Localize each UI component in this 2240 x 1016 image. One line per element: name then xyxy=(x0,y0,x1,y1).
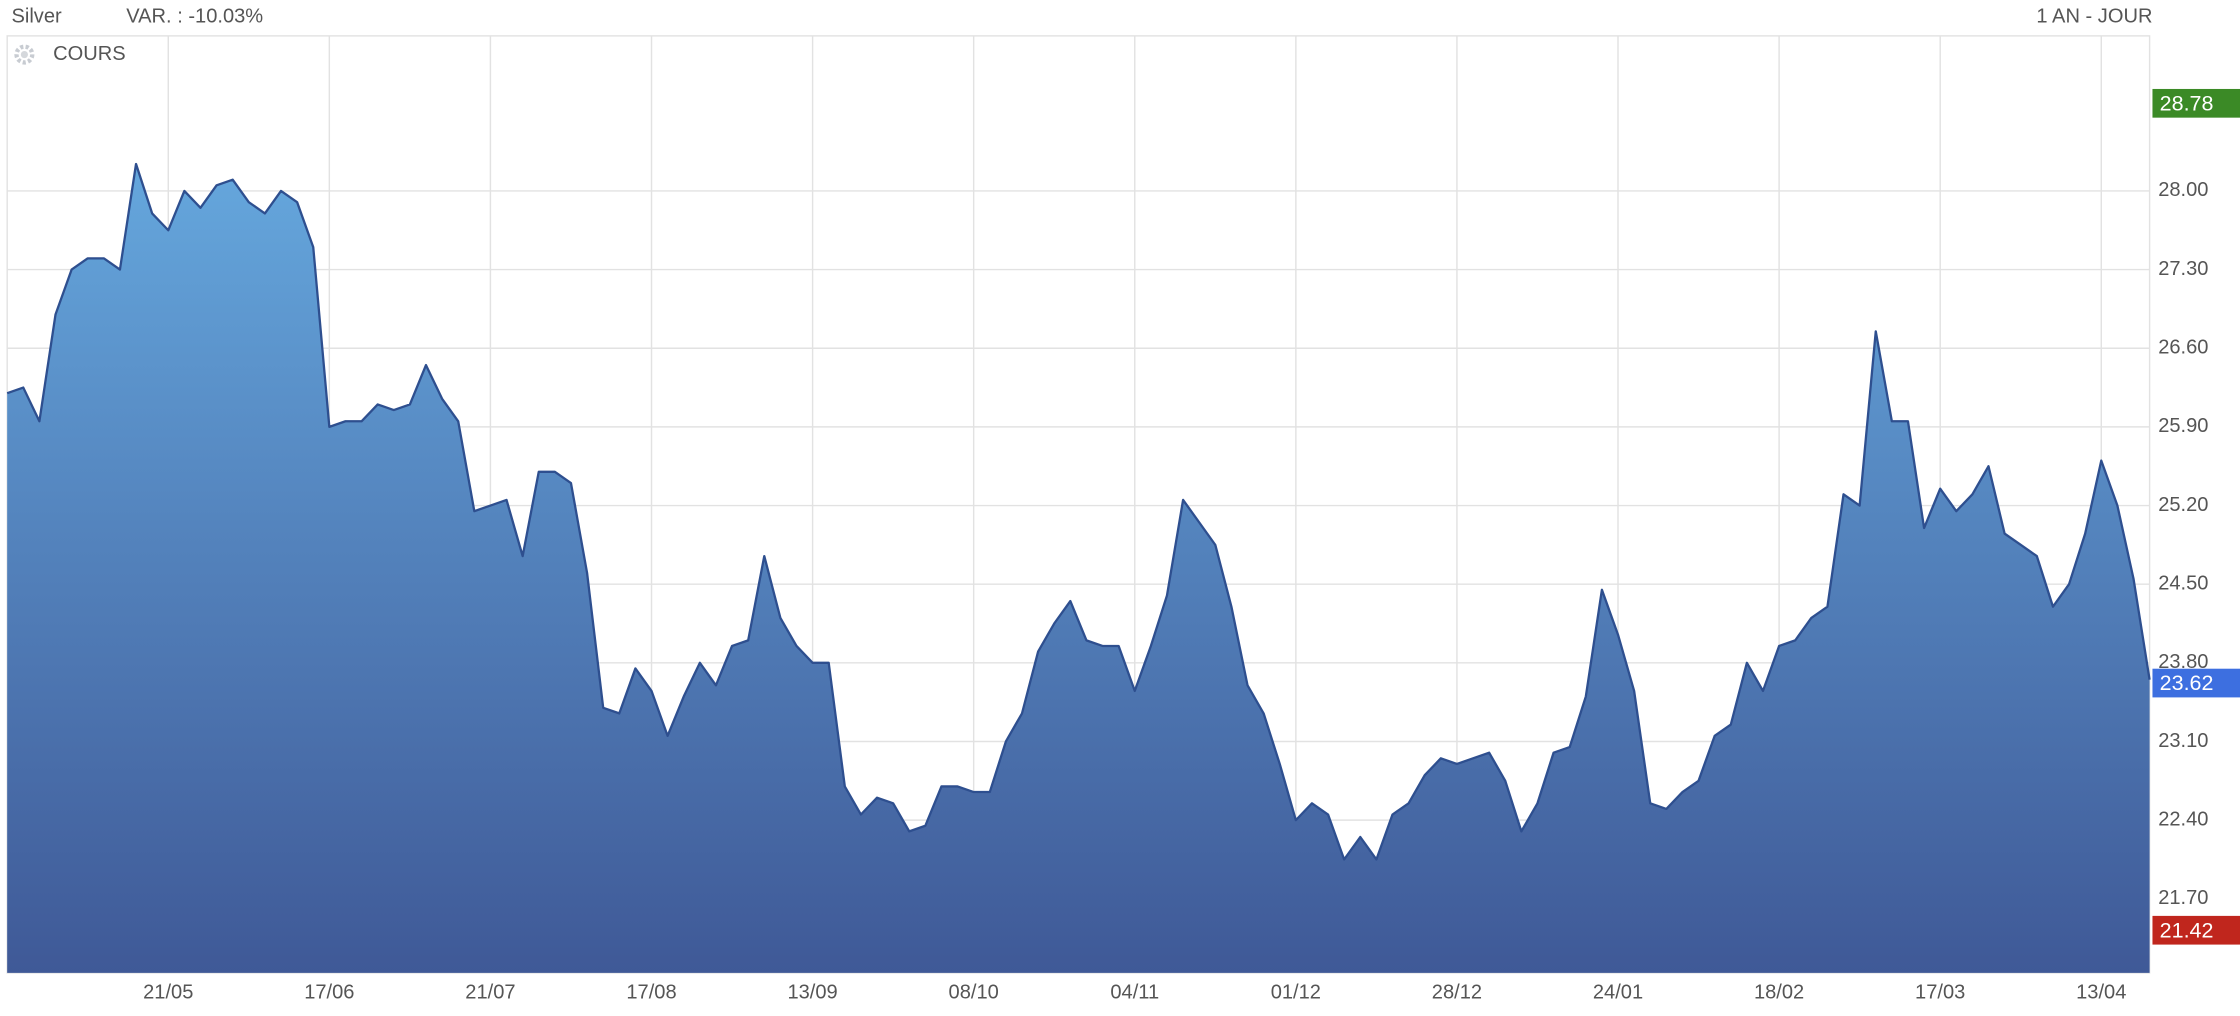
price-line xyxy=(6,162,2151,861)
x-tick-label: 13/04 xyxy=(2076,981,2126,1003)
price-marker-label: 21.42 xyxy=(2160,918,2214,942)
x-tick-label: 21/07 xyxy=(465,981,515,1003)
price-marker xyxy=(2152,915,2240,945)
price-marker xyxy=(2152,668,2240,698)
y-tick-label: 23.10 xyxy=(2158,730,2208,752)
y-tick-label: 24.50 xyxy=(2158,572,2208,594)
x-tick-label: 17/06 xyxy=(304,981,354,1003)
x-tick-label: 24/01 xyxy=(1593,981,1643,1003)
x-tick-label: 21/05 xyxy=(143,981,193,1003)
y-tick-label: 25.90 xyxy=(2158,415,2208,437)
chart-subtitle: VAR. : -10.03% xyxy=(126,6,263,28)
area-fill xyxy=(7,163,2150,973)
y-tick-label: 26.60 xyxy=(2158,337,2208,359)
legend-label: COURS xyxy=(53,43,126,65)
x-tick-label: 08/10 xyxy=(949,981,999,1003)
x-tick-label: 13/09 xyxy=(787,981,837,1003)
y-tick-label: 28.00 xyxy=(2158,179,2208,201)
x-tick-label: 17/08 xyxy=(626,981,676,1003)
price-marker-label: 28.78 xyxy=(2160,91,2214,115)
y-tick-label: 21.70 xyxy=(2158,887,2208,909)
y-tick-label: 25.20 xyxy=(2158,494,2208,516)
x-tick-label: 01/12 xyxy=(1271,981,1321,1003)
y-tick-label: 27.30 xyxy=(2158,258,2208,280)
settings-icon[interactable] xyxy=(14,44,35,65)
period-label: 1 AN - JOUR xyxy=(2036,6,2152,28)
price-marker-label: 23.62 xyxy=(2160,671,2214,695)
y-tick-label: 23.80 xyxy=(2158,651,2208,673)
y-tick-label: 22.40 xyxy=(2158,808,2208,830)
x-tick-label: 17/03 xyxy=(1915,981,1965,1003)
x-tick-label: 18/02 xyxy=(1754,981,1804,1003)
x-tick-label: 04/11 xyxy=(1110,981,1159,1003)
price-marker xyxy=(2152,88,2240,118)
chart-title: Silver xyxy=(11,6,62,28)
x-tick-label: 28/12 xyxy=(1432,981,1482,1003)
